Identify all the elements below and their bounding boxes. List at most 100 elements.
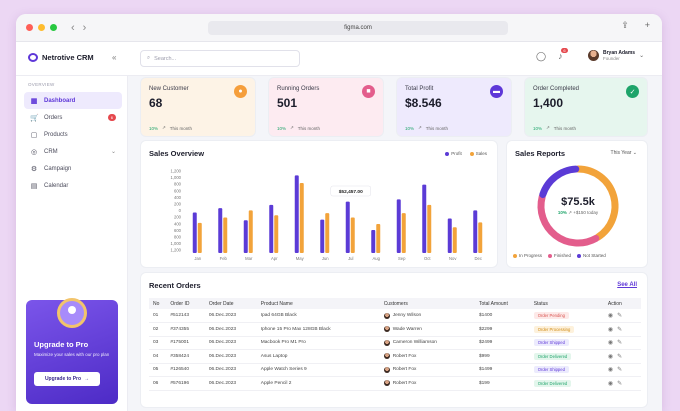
status-cell: Order Pending [529, 309, 604, 323]
trend-up-icon: ↗ [418, 125, 422, 130]
edit-icon[interactable]: ✎ [617, 313, 627, 319]
y-tick-label: 800 [174, 182, 182, 187]
orders-table: No Order ID Order Date Product Name Customer… [149, 298, 641, 391]
period-select[interactable]: This Year ⌄ [611, 150, 637, 156]
new-tab-icon[interactable]: + [644, 20, 650, 30]
bar-sales-oct [427, 204, 432, 253]
edit-icon[interactable]: ✎ [617, 340, 627, 347]
close-window-button[interactable] [26, 24, 33, 31]
stat-label: Total Profit [405, 86, 434, 92]
bar-profit-nov [447, 218, 452, 253]
view-icon[interactable]: ◉ [607, 313, 618, 319]
app-name: Netrotive CRM [42, 53, 94, 62]
wallet-icon: ▬ [490, 85, 503, 98]
sidebar-item-products[interactable]: ▢ Products [24, 126, 122, 143]
table-cell: 06 [149, 376, 167, 391]
bell-icon[interactable]: ♪ 6 [558, 48, 568, 61]
table-cell: Ipad 64GB Black [256, 309, 380, 323]
sidebar-item-crm[interactable]: ◎ CRM ⌄ [24, 143, 122, 160]
chart-tooltip [330, 185, 371, 197]
collapse-sidebar-icon[interactable]: « [112, 53, 117, 62]
bar-profit-dec [473, 210, 478, 253]
sidebar-item-label: CRM [44, 148, 58, 155]
edit-icon[interactable]: ✎ [617, 326, 627, 333]
sales-overview-title: Sales Overview [149, 149, 205, 158]
sidebar-item-dashboard[interactable]: ▦ Dashboard [24, 92, 122, 109]
table-row[interactable]: 05 #126540 06.Dec.2023 Apple Watch Series 9… [149, 363, 641, 377]
stat-change: 10% [405, 125, 415, 131]
avatar [383, 380, 390, 387]
medal-icon [57, 298, 87, 328]
sidebar-item-campaign[interactable]: ⚙ Campaign [24, 160, 122, 177]
view-icon[interactable]: ◉ [607, 367, 618, 374]
view-icon[interactable]: ◉ [607, 380, 618, 387]
table-row[interactable]: 06 #576196 06.Dec.2023 Apple Pencil 2 Robert… [149, 376, 641, 391]
trend-up-icon: ↗ [162, 125, 166, 130]
edit-icon[interactable]: ✎ [617, 353, 627, 360]
stat-card-total-profit: Total Profit $8.546 ▬ 10% ↗ This month [396, 77, 512, 137]
share-icon[interactable]: ⇪ [621, 20, 629, 30]
stat-value: 1,400 [533, 96, 564, 110]
y-tick-label: 400 [174, 195, 182, 200]
chevron-down-icon: ⌄ [639, 53, 645, 59]
nav-arrows[interactable]: ‹› [71, 21, 95, 34]
amount-cell: $1400 [474, 309, 530, 323]
bar-profit-feb [218, 208, 223, 253]
sidebar-item-calendar[interactable]: ▤ Calendar [24, 177, 122, 194]
chat-icon[interactable]: ◯ [536, 51, 547, 61]
dashboard-icon: ▦ [30, 97, 38, 105]
edit-icon[interactable]: ✎ [617, 367, 627, 374]
edit-icon[interactable]: ✎ [617, 380, 627, 387]
stat-label: Order Completed [533, 86, 580, 92]
view-icon[interactable]: ◉ [607, 353, 618, 360]
customer-name: Wade Warren [392, 326, 422, 332]
sidebar-item-orders[interactable]: 🛒 Orders 6 [24, 109, 122, 126]
see-all-link[interactable]: See All [617, 282, 637, 288]
donut-legend: In Progress Finished Not Started [513, 253, 606, 258]
table-cell: 05 [149, 363, 167, 377]
user-menu[interactable]: Bryan Adams Founder ⌄ [588, 50, 644, 61]
y-tick-label: 200 [174, 202, 182, 207]
stat-change: 10% [533, 125, 543, 131]
upgrade-promo-card: Upgrade to Pro Maximize your sales with … [26, 298, 118, 404]
status-cell: Order Shipped [529, 336, 604, 350]
amount-cell: $999 [474, 349, 530, 364]
view-icon[interactable]: ◉ [607, 326, 618, 333]
search-input[interactable]: ⌕ Search... [140, 50, 300, 67]
table-row[interactable]: 03 #175001 06.Dec.2023 Macbook Pro M1 Pro Ca… [149, 336, 641, 350]
maximize-window-button[interactable] [50, 24, 57, 31]
x-tick-label: Jan [194, 256, 201, 261]
action-cell: ◉✎ [603, 336, 641, 350]
x-tick-label: May [296, 256, 305, 261]
window-controls [26, 24, 57, 31]
address-bar[interactable]: figma.com [208, 21, 508, 35]
avatar [383, 326, 390, 333]
promo-text: Maximize your sales with our pro plan [34, 352, 110, 357]
bar-profit-may [294, 175, 299, 253]
status-badge: Order Pending [533, 312, 569, 319]
column-header: Product Name [256, 298, 380, 309]
table-row[interactable]: 01 #512143 06.Dec.2023 Ipad 64GB Black Jenny… [149, 309, 641, 323]
table-cell: 06.Dec.2023 [204, 322, 257, 337]
customer-cell: Robert Fox [379, 363, 475, 377]
x-tick-label: Feb [220, 256, 228, 261]
bar-profit-sep [396, 199, 401, 253]
legend-sales: Sales [469, 151, 487, 156]
table-row[interactable]: 02 #374355 06.Dec.2023 Iphone 15 Pro Max 12… [149, 322, 641, 337]
x-tick-label: Aug [373, 256, 381, 261]
table-row[interactable]: 04 #358424 06.Dec.2023 Asus Laptop Robert Fo… [149, 349, 641, 364]
customer-cell: Cameron Williamson [379, 336, 475, 350]
stat-label: Running Orders [277, 86, 320, 92]
sales-report-value: $75.5k [561, 196, 595, 208]
user-role: Founder [603, 56, 620, 61]
upgrade-button[interactable]: Upgrade to Pro → [34, 372, 100, 386]
view-icon[interactable]: ◉ [607, 340, 618, 347]
bar-sales-feb [223, 217, 228, 253]
action-cell: ◉✎ [603, 349, 641, 364]
avatar [383, 366, 390, 373]
stat-value: 68 [149, 96, 163, 110]
table-cell: Iphone 15 Pro Max 128GB Black [256, 322, 380, 337]
status-badge: Order Delivered [533, 379, 572, 387]
bar-profit-apr [269, 204, 274, 253]
minimize-window-button[interactable] [38, 24, 45, 31]
